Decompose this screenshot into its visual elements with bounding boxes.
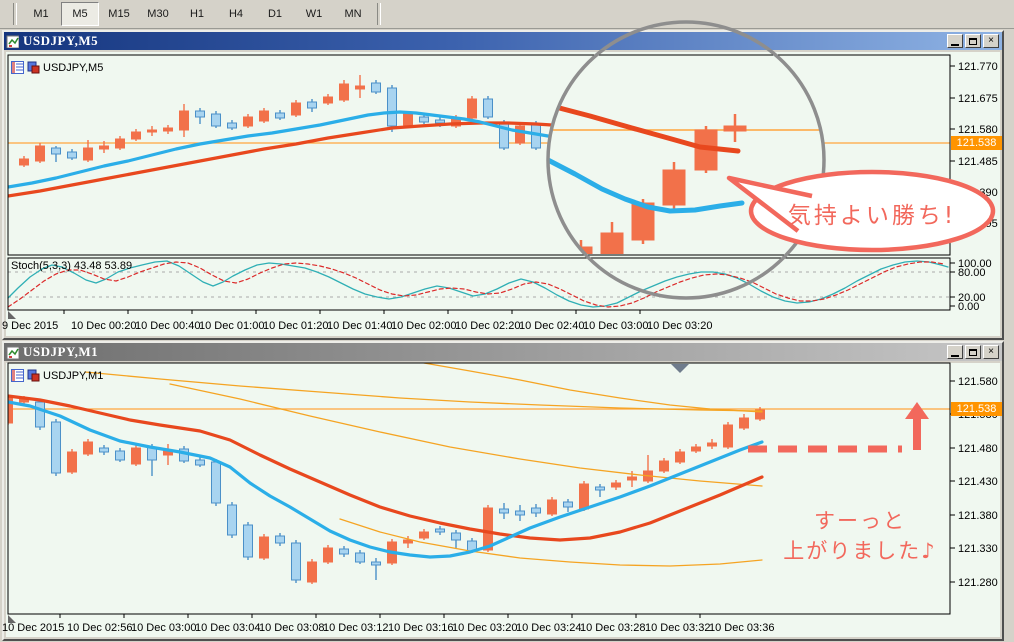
timeframe-buttons: M1 M5 M15 M30 H1 H4 D1 W1 MN bbox=[22, 2, 372, 26]
window-chart-icon bbox=[6, 35, 19, 48]
timeframe-button-d1[interactable]: D1 bbox=[267, 8, 283, 20]
chart-symbol-label-m1: USDJPY,M1 bbox=[11, 369, 103, 382]
window-controls: × bbox=[947, 34, 1000, 48]
minimize-button[interactable] bbox=[947, 345, 963, 359]
timeframe-button-m5[interactable]: M5 bbox=[61, 2, 99, 26]
window-titlebar-m5[interactable]: USDJPY,M5 × bbox=[4, 32, 1002, 50]
current-price-badge-m5: 121.538 bbox=[951, 136, 1002, 150]
toolbar-separator bbox=[13, 3, 17, 25]
timeframe-button-h1[interactable]: H1 bbox=[189, 8, 205, 20]
chart-window-m5: USDJPY,M5 × bbox=[2, 30, 1004, 340]
close-button[interactable]: × bbox=[983, 34, 999, 48]
window-title: USDJPY,M5 bbox=[23, 33, 99, 48]
window-titlebar-m1[interactable]: USDJPY,M1 × bbox=[4, 343, 1002, 361]
window-title: USDJPY,M1 bbox=[23, 344, 99, 359]
timeframe-toolbar: M1 M5 M15 M30 H1 H4 D1 W1 MN bbox=[0, 0, 1014, 29]
chart-area-m1[interactable] bbox=[6, 363, 1000, 637]
note-line-1: すーっと bbox=[814, 509, 906, 533]
restore-button[interactable] bbox=[965, 34, 981, 48]
window-controls: × bbox=[947, 345, 1000, 359]
timeframe-button-m15[interactable]: M15 bbox=[108, 8, 130, 20]
indicator-list-icon bbox=[11, 369, 24, 382]
timeframe-button-h4[interactable]: H4 bbox=[228, 8, 244, 20]
chart-symbol-label-m5: USDJPY,M5 bbox=[11, 61, 103, 74]
timeframe-button-m30[interactable]: M30 bbox=[147, 8, 169, 20]
toolbar-separator bbox=[377, 3, 381, 25]
timeframe-button-mn[interactable]: MN bbox=[344, 8, 362, 20]
timeframe-button-m1[interactable]: M1 bbox=[33, 8, 49, 20]
chart-area-m5[interactable] bbox=[6, 52, 1000, 336]
stochastic-indicator-label: Stoch(5,3,3) 43.48 53.89 bbox=[11, 260, 133, 272]
chart-symbol-text: USDJPY,M1 bbox=[43, 369, 104, 382]
speech-bubble-text: 気持よい勝ち! bbox=[787, 203, 957, 229]
note-line-2: 上がりました♪ bbox=[783, 539, 937, 563]
handwritten-note: すーっと 上がりました♪ bbox=[745, 505, 975, 565]
window-chart-icon bbox=[6, 346, 19, 359]
current-price-badge-m1: 121.538 bbox=[951, 402, 1002, 416]
minimize-button[interactable] bbox=[947, 34, 963, 48]
indicator-list-icon bbox=[11, 61, 24, 74]
close-button[interactable]: × bbox=[983, 345, 999, 359]
chart-window-m1: USDJPY,M1 × bbox=[2, 341, 1004, 641]
chart-type-icon bbox=[27, 369, 40, 382]
chart-symbol-text: USDJPY,M5 bbox=[43, 61, 104, 74]
restore-button[interactable] bbox=[965, 345, 981, 359]
chart-type-icon bbox=[27, 61, 40, 74]
timeframe-button-w1[interactable]: W1 bbox=[305, 8, 323, 20]
